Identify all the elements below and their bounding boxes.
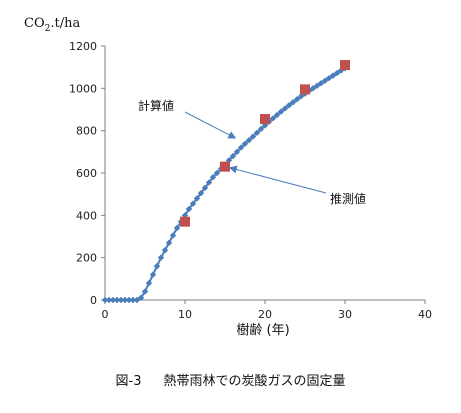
- calculated-point: [241, 140, 249, 147]
- x-tick-label: 10: [178, 308, 192, 321]
- calculated-point: [197, 189, 205, 197]
- y-tick-label: 0: [90, 294, 97, 307]
- estimated-series: [180, 60, 350, 227]
- figure-caption: 図-3 熱帯雨林での炭酸ガスの固定量: [0, 370, 461, 389]
- y-tick-label: 800: [76, 125, 97, 138]
- calculated-point: [325, 74, 333, 82]
- calculated-point: [145, 279, 153, 287]
- calculated-point: [269, 115, 277, 122]
- calculated-point: [169, 232, 177, 239]
- calculated-point: [181, 212, 189, 219]
- calculated-point: [153, 262, 161, 270]
- y-tick-label: 1200: [69, 40, 97, 53]
- x-tick-label: 40: [418, 308, 432, 321]
- calculated-point: [133, 296, 141, 304]
- calculated-point: [245, 136, 253, 144]
- calculated-point: [185, 205, 193, 213]
- y-tick-label: 200: [76, 252, 97, 265]
- x-axis-label: 樹齢 (年): [236, 323, 289, 338]
- y-axis-label: CO2.t/ha: [24, 16, 80, 34]
- calculated-point: [249, 133, 257, 140]
- calculated-point: [289, 99, 297, 106]
- x-tick-label: 0: [102, 308, 109, 321]
- calculated-point: [285, 102, 293, 109]
- calculated-point: [273, 111, 281, 119]
- estimated-point: [300, 84, 310, 95]
- calculated-point: [193, 195, 201, 202]
- calculated-point: [253, 129, 261, 136]
- calculated-point: [229, 152, 237, 160]
- estimated-point: [220, 161, 230, 172]
- annotation-arrow-calculated: [184, 111, 237, 139]
- calculated-point: [237, 144, 245, 151]
- annotation-arrow-estimated: [228, 165, 327, 194]
- calculated-point: [165, 239, 173, 247]
- calculated-point: [137, 294, 145, 302]
- calculated-point: [201, 184, 209, 192]
- x-tick-label: 20: [258, 308, 272, 321]
- calculated-point: [117, 296, 125, 304]
- calculated-point: [297, 93, 305, 100]
- calculated-point: [277, 108, 285, 115]
- calculated-point: [149, 271, 157, 278]
- y-tick-label: 400: [76, 209, 97, 222]
- calculated-point: [281, 105, 289, 112]
- calculated-point: [173, 224, 181, 232]
- calculated-point: [209, 174, 217, 181]
- calculated-point: [293, 96, 301, 103]
- calculated-point: [321, 77, 329, 84]
- annotation-estimated: 推測値: [330, 191, 366, 206]
- calculated-point: [105, 296, 113, 304]
- calculated-point: [329, 72, 337, 79]
- annotation-calculated: 計算値: [138, 98, 174, 113]
- x-tick-label: 30: [338, 308, 352, 321]
- estimated-point: [180, 216, 190, 227]
- calculated-point: [309, 85, 317, 92]
- y-tick-label: 600: [76, 167, 97, 180]
- axes: [101, 45, 426, 304]
- calculated-point: [121, 296, 129, 304]
- calculated-point: [129, 296, 137, 304]
- tick-labels: 0 200 400 600 800 1000 1200 0 10 20 30 40: [69, 40, 432, 321]
- calculated-point: [233, 148, 241, 156]
- calculated-point: [333, 69, 341, 77]
- calculated-point: [213, 169, 221, 177]
- calculated-point: [101, 296, 109, 304]
- figure-number: 図-3: [115, 374, 142, 389]
- calculated-point: [313, 82, 321, 89]
- calculated-point: [317, 80, 325, 87]
- y-tick-label: 1000: [69, 82, 97, 95]
- calculated-point: [257, 125, 265, 133]
- calculated-point: [141, 288, 149, 295]
- estimated-point: [340, 60, 350, 71]
- calculated-point: [189, 200, 197, 207]
- calculated-point: [337, 67, 345, 74]
- calculated-point: [113, 296, 121, 304]
- figure-title: 熱帯雨林での炭酸ガスの固定量: [163, 374, 346, 389]
- calculated-point: [157, 254, 165, 261]
- calculated-point: [205, 179, 213, 186]
- calculated-point: [161, 247, 169, 254]
- estimated-point: [260, 114, 270, 125]
- calculated-point: [125, 296, 133, 304]
- calculated-point: [109, 296, 117, 304]
